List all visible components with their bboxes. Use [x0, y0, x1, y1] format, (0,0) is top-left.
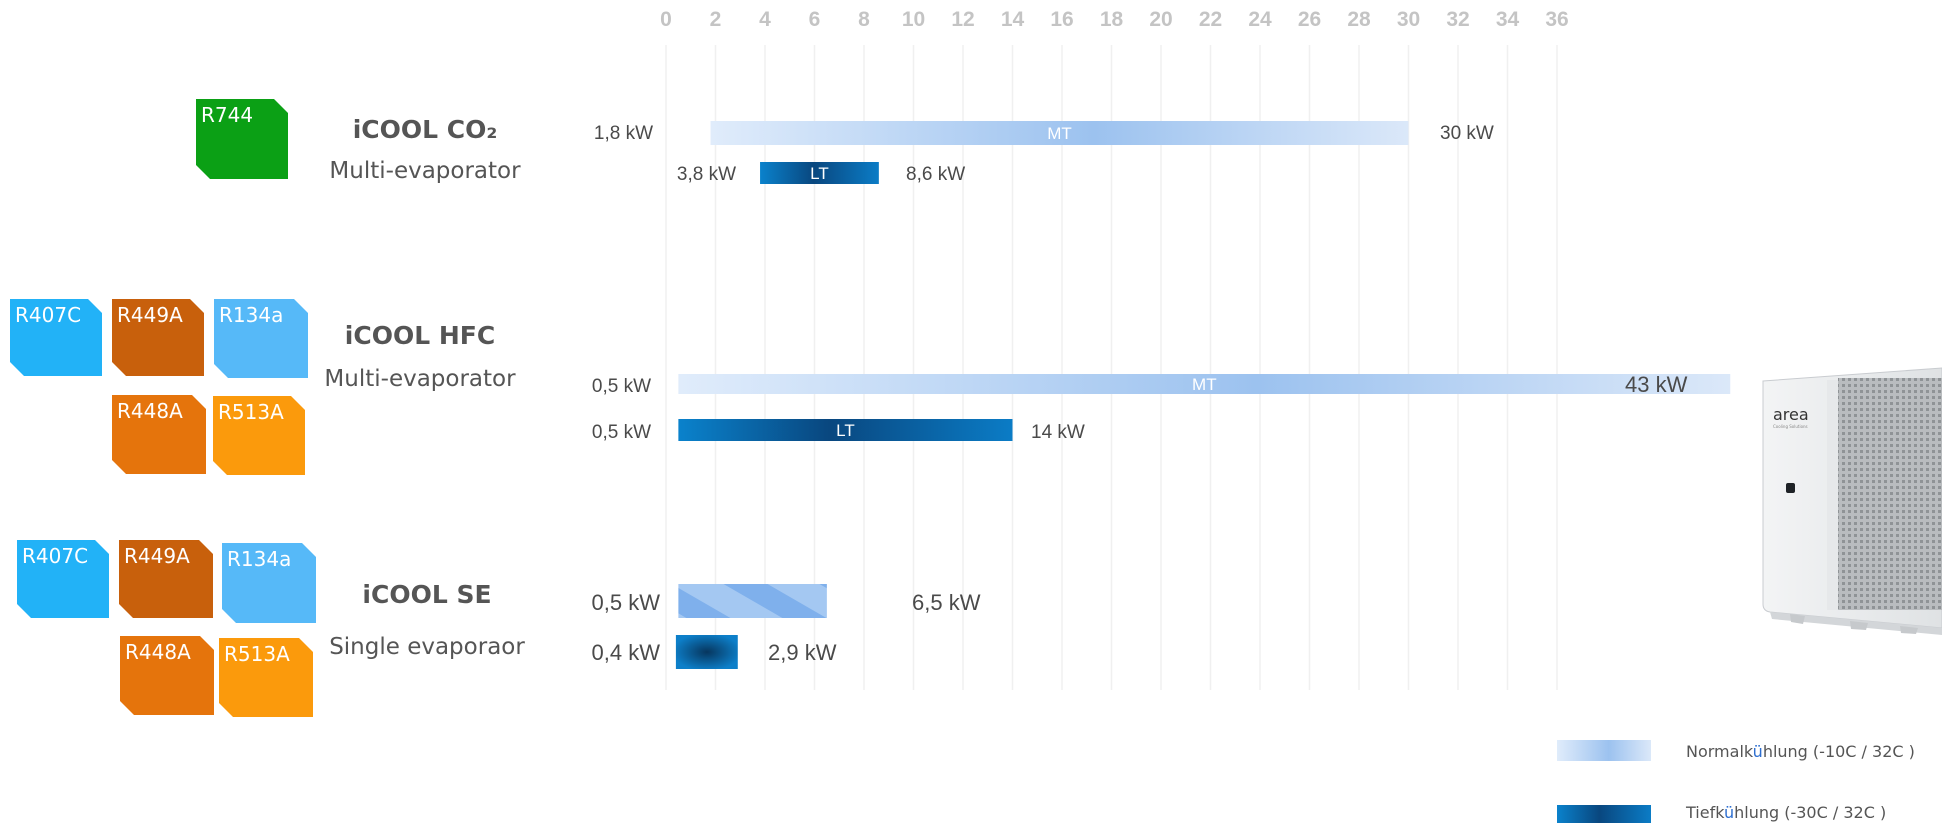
refrigerant-chip-label: R513A — [224, 642, 290, 666]
refrigerant-chip — [10, 299, 102, 376]
bar-series-label: MT — [1047, 124, 1072, 143]
product-subtitle: Multi-evaporator — [324, 366, 516, 392]
refrigerant-chip — [112, 395, 206, 474]
range-max-label: 43 kW — [1625, 372, 1688, 397]
refrigerant-chip-label: R449A — [124, 544, 190, 568]
legend-label-lt: Tiefkühlung (-30C / 32C ) — [1685, 803, 1886, 822]
product-subtitle: Multi-evaporator — [329, 158, 521, 184]
x-tick-label: 32 — [1446, 8, 1469, 31]
x-tick-label: 4 — [759, 8, 771, 31]
x-tick-label: 22 — [1199, 8, 1222, 31]
product-labels: iCOOL CO₂ Multi-evaporator R744 iCOOL HFC Mu… — [10, 99, 525, 717]
grid-lines — [665, 45, 1558, 690]
range-bar-mt — [710, 121, 1409, 145]
x-tick-label: 6 — [809, 8, 821, 31]
refrigerant-chip-label: R744 — [201, 103, 253, 127]
x-tick-label: 2 — [710, 8, 722, 31]
refrigerant-chip-label: R407C — [15, 303, 81, 327]
range-bar-mt — [678, 584, 827, 618]
condensing-unit-image: area Cooling Solutions — [1762, 367, 1942, 635]
refrigerant-chip — [213, 396, 305, 475]
range-min-label: 0,5 kW — [592, 376, 651, 397]
legend-swatch-mt — [1557, 740, 1651, 761]
x-axis: 0 2 4 6 8 10 12 14 16 18 20 22 24 26 28 30 32 34 36 — [660, 8, 1569, 31]
x-tick-label: 10 — [902, 8, 925, 31]
refrigerant-chip — [119, 540, 213, 618]
legend: Normalkühlung (-10C / 32C ) Tiefkühlung … — [1557, 740, 1915, 823]
product-subtitle: Single evaporaor — [329, 634, 525, 660]
refrigerant-chip-label: R134a — [219, 303, 283, 327]
refrigerant-chip-label: R134a — [227, 547, 291, 571]
range-max-label: 8,6 kW — [906, 164, 965, 185]
x-tick-label: 8 — [858, 8, 870, 31]
product-name: iCOOL SE — [362, 580, 491, 609]
product-name: iCOOL CO₂ — [353, 115, 498, 144]
range-bar-mt — [678, 374, 1731, 394]
refrigerant-chip — [17, 540, 109, 618]
x-tick-label: 18 — [1100, 8, 1124, 31]
range-max-label: 6,5 kW — [912, 590, 981, 615]
x-tick-label: 14 — [1001, 8, 1025, 31]
range-min-label: 0,5 kW — [592, 590, 661, 615]
refrigerant-chip-label: R449A — [117, 303, 183, 327]
range-bar-lt — [675, 635, 738, 669]
x-tick-label: 24 — [1248, 8, 1272, 31]
range-bars: MT 1,8 kW 30 kW LT 3,8 kW 8,6 kW MT 0,5 kW 43 kW… — [592, 121, 1731, 669]
range-max-label: 2,9 kW — [768, 640, 837, 665]
refrigerant-chip — [196, 99, 288, 179]
refrigerant-chip-label: R448A — [125, 640, 191, 664]
brand-logo: area — [1773, 405, 1809, 424]
refrigerant-chip — [219, 638, 313, 717]
product-name: iCOOL HFC — [345, 321, 495, 350]
range-bar-lt — [760, 162, 879, 184]
range-min-label: 0,4 kW — [592, 640, 661, 665]
range-min-label: 1,8 kW — [594, 123, 653, 144]
range-min-label: 0,5 kW — [592, 422, 651, 443]
x-tick-label: 0 — [660, 8, 672, 31]
bar-series-label: MT — [1192, 375, 1217, 394]
refrigerant-chip-label: R407C — [22, 544, 88, 568]
refrigerant-chip-label: R513A — [218, 400, 284, 424]
refrigerant-chip — [222, 543, 316, 623]
x-tick-label: 16 — [1050, 8, 1073, 31]
range-bar-lt — [678, 419, 1013, 441]
unit-switch — [1786, 483, 1795, 493]
bar-series-label: LT — [810, 164, 829, 183]
range-min-label: 3,8 kW — [677, 164, 736, 185]
range-max-label: 14 kW — [1031, 422, 1085, 443]
x-tick-label: 12 — [951, 8, 974, 31]
bar-series-label: LT — [836, 421, 855, 440]
x-tick-label: 34 — [1496, 8, 1520, 31]
x-tick-label: 20 — [1149, 8, 1172, 31]
x-tick-label: 26 — [1298, 8, 1321, 31]
x-tick-label: 28 — [1347, 8, 1371, 31]
refrigerant-chip — [214, 299, 308, 378]
x-tick-label: 36 — [1545, 8, 1568, 31]
x-tick-label: 30 — [1397, 8, 1420, 31]
refrigerant-chip-label: R448A — [117, 399, 183, 423]
legend-label-mt: Normalkühlung (-10C / 32C ) — [1686, 742, 1915, 761]
range-max-label: 30 kW — [1440, 123, 1494, 144]
brand-tagline: Cooling Solutions — [1773, 424, 1808, 429]
refrigerant-chip — [112, 299, 204, 376]
refrigerant-chip — [120, 636, 214, 715]
legend-swatch-lt — [1557, 805, 1651, 823]
